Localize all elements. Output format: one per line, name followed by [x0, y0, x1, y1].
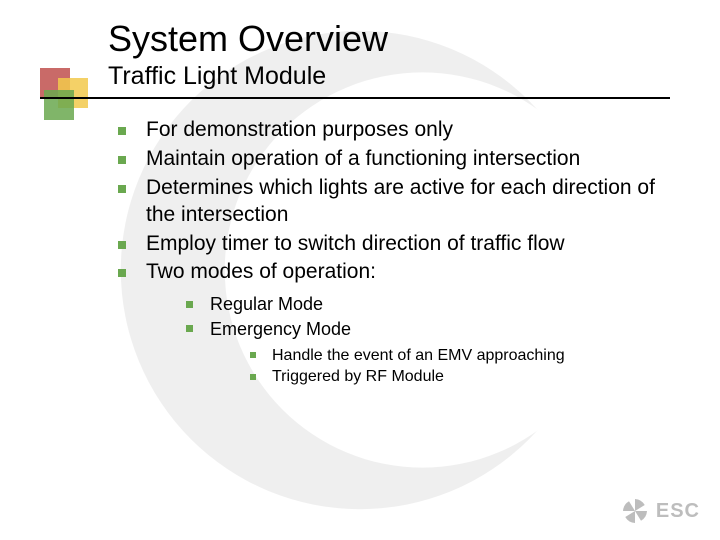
list-item-text: Triggered by RF Module	[272, 368, 444, 385]
list-item: Handle the event of an EMV approaching	[250, 345, 670, 367]
bullet-list-lvl2: Regular Mode Emergency Mode Handle the e…	[186, 292, 670, 388]
list-item: Triggered by RF Module	[250, 366, 670, 388]
list-item: Determines which lights are active for e…	[118, 175, 670, 229]
list-item: Employ timer to switch direction of traf…	[118, 231, 670, 258]
slide-body: System Overview Traffic Light Module For…	[0, 0, 720, 540]
title-rule	[40, 97, 670, 99]
list-item-text: Determines which lights are active for e…	[146, 176, 655, 226]
bullet-list-lvl1: For demonstration purposes only Maintain…	[118, 117, 670, 388]
list-item: For demonstration purposes only	[118, 117, 670, 144]
list-item-text: For demonstration purposes only	[146, 118, 453, 141]
slide-title: System Overview	[108, 18, 670, 60]
footer-brand: ESC	[620, 496, 700, 526]
footer-brand-text: ESC	[656, 500, 700, 523]
list-item: Emergency Mode Handle the event of an EM…	[186, 317, 670, 388]
list-item-text: Employ timer to switch direction of traf…	[146, 232, 565, 255]
list-item: Maintain operation of a functioning inte…	[118, 146, 670, 173]
pinwheel-icon	[620, 496, 650, 526]
list-item-text: Emergency Mode	[210, 319, 351, 339]
list-item: Two modes of operation: Regular Mode Eme…	[118, 259, 670, 388]
list-item-text: Maintain operation of a functioning inte…	[146, 147, 580, 170]
list-item: Regular Mode	[186, 292, 670, 316]
slide-subtitle: Traffic Light Module	[108, 62, 670, 91]
bullet-list-lvl3: Handle the event of an EMV approaching T…	[250, 345, 670, 388]
list-item-text: Handle the event of an EMV approaching	[272, 347, 565, 364]
list-item-text: Two modes of operation:	[146, 260, 376, 283]
list-item-text: Regular Mode	[210, 294, 323, 314]
